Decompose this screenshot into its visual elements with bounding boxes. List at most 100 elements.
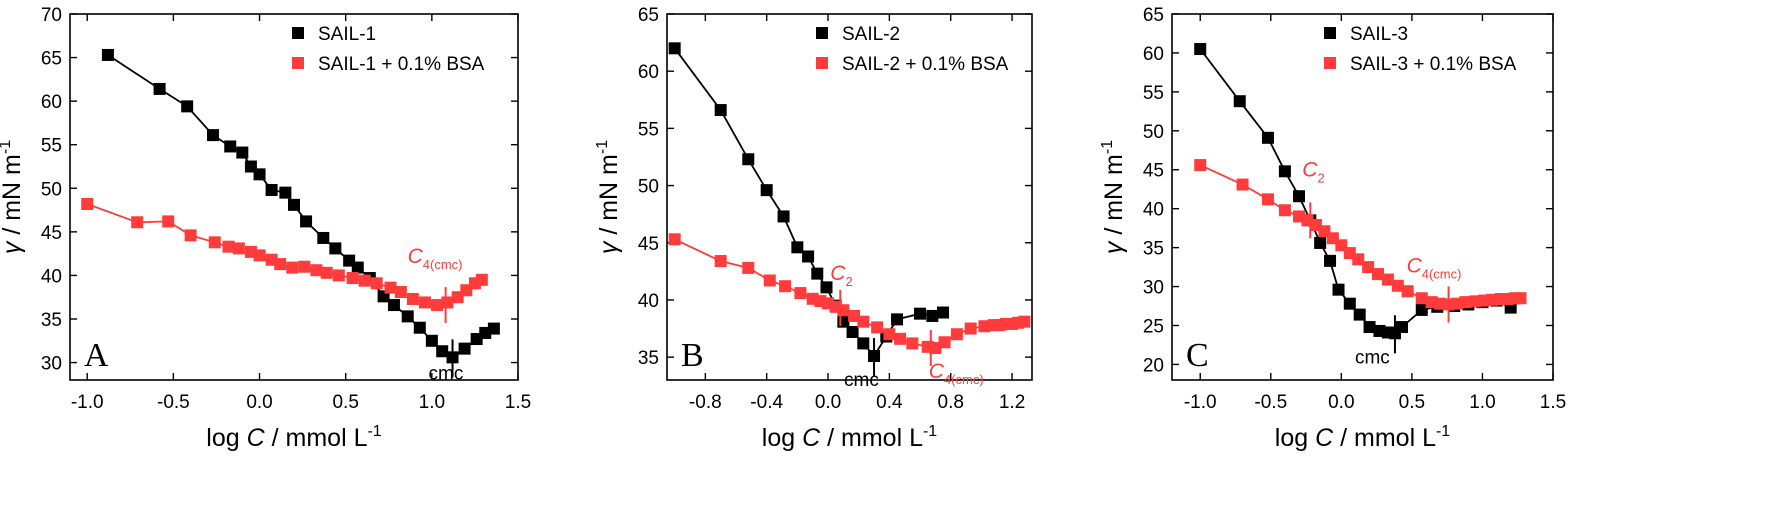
data-point <box>286 261 299 274</box>
y-tick-label: 55 <box>638 119 659 140</box>
annotation-label: cmc <box>844 370 879 391</box>
data-point <box>351 261 364 274</box>
data-point <box>384 281 397 294</box>
x-tick-label: 1.2 <box>999 392 1025 413</box>
legend-marker <box>292 57 304 69</box>
y-axis-label-exponent: -1 <box>1099 140 1116 154</box>
data-point <box>964 322 977 335</box>
data-point <box>1415 303 1428 316</box>
data-point <box>224 140 237 153</box>
data-point <box>1314 236 1327 249</box>
data-point <box>914 307 927 320</box>
data-point <box>837 304 850 317</box>
series-2 <box>668 233 1031 354</box>
x-axis-label-unit: / mmol L <box>1333 424 1436 452</box>
data-point <box>1343 297 1356 310</box>
plot-frame <box>69 13 519 381</box>
data-point <box>441 296 454 309</box>
y-tick-label: 40 <box>638 291 659 312</box>
data-point <box>274 258 287 271</box>
data-point <box>1391 279 1404 292</box>
chart-panel-C: -1.0 -0.5 0.0 0.5 1.0 1.5 20 25 30 35 40 45 50 55 60 65… <box>1099 5 1566 452</box>
data-point <box>131 216 144 229</box>
x-axis-label-prefix: log <box>1275 424 1315 452</box>
legend-entry: SAIL-2 + 0.1% BSA <box>842 54 1009 75</box>
data-point <box>458 342 471 355</box>
y-tick-label: 50 <box>1143 122 1164 143</box>
series-1 <box>1194 43 1517 340</box>
data-point <box>811 267 824 280</box>
data-point <box>848 309 861 322</box>
x-tick-label: 0.8 <box>938 392 964 413</box>
y-tick-label: 65 <box>1143 5 1164 26</box>
chart-panel-A: -1.0 -0.5 0.0 0.5 1.0 1.5 30 35 40 45 50 55 60 65 70 lo… <box>0 5 531 452</box>
y-axis-label-exponent: -1 <box>0 140 14 154</box>
x-tick-label: -1.0 <box>1184 392 1217 413</box>
y-tick-label: 20 <box>1143 355 1164 376</box>
data-point <box>1233 95 1246 108</box>
x-axis-label: log C / mmol L-1 <box>206 423 382 452</box>
y-tick-label: 50 <box>638 177 659 198</box>
data-point <box>222 240 235 253</box>
y-tick-label: 50 <box>41 179 62 200</box>
data-point <box>763 274 776 287</box>
data-point <box>207 129 220 142</box>
annotation-variable: C <box>408 245 424 268</box>
annotation-text: cmc <box>1355 347 1390 368</box>
annotation-subscript: 2 <box>1317 170 1324 185</box>
data-point <box>413 321 426 334</box>
data-point <box>1459 296 1472 309</box>
y-tick-label: 30 <box>41 354 62 375</box>
data-point <box>1415 292 1428 305</box>
x-tick-label: -0.5 <box>1254 392 1287 413</box>
data-point <box>401 310 414 323</box>
legend-entry: SAIL-3 <box>1350 24 1408 45</box>
x-tick-label: 0.0 <box>1328 392 1354 413</box>
data-point <box>1261 131 1274 144</box>
data-point <box>253 249 266 262</box>
data-point <box>1401 285 1414 298</box>
panel-label: A <box>84 337 109 374</box>
x-axis-label-exponent: -1 <box>923 423 937 440</box>
data-point <box>475 273 488 286</box>
data-point <box>1261 193 1274 206</box>
y-tick-label: 35 <box>638 348 659 369</box>
y-axis-label-unit: / mN m <box>1100 154 1128 242</box>
data-point <box>1352 253 1365 266</box>
data-point <box>1324 254 1337 267</box>
data-point <box>1332 283 1345 296</box>
legend-entry: SAIL-1 <box>318 24 376 45</box>
legend-marker <box>292 27 304 39</box>
x-axis-label-variable: C <box>247 424 266 452</box>
annotation-variable: C <box>1407 254 1423 277</box>
y-axis-label-variable: γ <box>595 240 623 254</box>
data-point <box>101 48 114 61</box>
data-point <box>950 328 963 341</box>
x-axis-label-variable: C <box>802 424 821 452</box>
data-point <box>346 272 359 285</box>
annotation-text: cmc <box>844 370 879 391</box>
data-point <box>714 255 727 268</box>
data-point <box>487 322 500 335</box>
legend-entry: SAIL-3 + 0.1% BSA <box>1350 54 1517 75</box>
legend-marker <box>816 27 828 39</box>
x-tick-label: 0.0 <box>246 392 272 413</box>
data-point <box>760 184 773 197</box>
data-point <box>846 325 859 338</box>
data-point <box>232 242 245 255</box>
data-point <box>81 197 94 210</box>
x-tick-label: 1.5 <box>505 392 531 413</box>
series-line <box>107 54 495 359</box>
data-point <box>1018 315 1031 328</box>
data-point <box>288 198 300 211</box>
data-point <box>1194 43 1207 56</box>
x-axis-label-prefix: log <box>762 424 802 452</box>
data-point <box>387 299 400 312</box>
x-tick-label: -0.4 <box>750 392 783 413</box>
annotation-variable: C <box>1302 158 1318 181</box>
panel-label: C <box>1186 337 1209 374</box>
y-axis-label-variable: γ <box>0 240 26 254</box>
y-axis-label: γ / mN m-1 <box>1099 140 1128 254</box>
y-tick-label: 35 <box>1143 239 1164 260</box>
x-tick-label: 0.0 <box>815 392 841 413</box>
